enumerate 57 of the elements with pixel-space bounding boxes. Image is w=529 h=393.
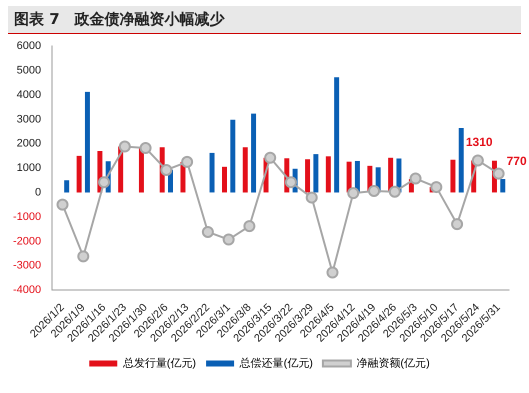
bar bbox=[222, 166, 227, 192]
point bbox=[118, 140, 131, 153]
point bbox=[368, 184, 380, 197]
y-tick-label: -2000 bbox=[12, 235, 42, 248]
bar bbox=[313, 154, 318, 192]
bar bbox=[346, 162, 352, 192]
data-label: 1310 bbox=[466, 134, 493, 149]
bar bbox=[251, 114, 256, 192]
legend-label: 总偿还量(亿元) bbox=[238, 356, 313, 370]
point bbox=[451, 218, 464, 230]
y-tick-label: 0 bbox=[35, 186, 42, 198]
bar bbox=[500, 179, 506, 192]
bar bbox=[458, 128, 464, 192]
bar bbox=[242, 147, 248, 192]
y-tick-label: 1000 bbox=[16, 162, 42, 174]
bar bbox=[210, 152, 215, 192]
bar bbox=[84, 92, 90, 192]
bar bbox=[230, 120, 236, 192]
y-tick-label: 6000 bbox=[16, 40, 42, 52]
y-tick-label: 2000 bbox=[16, 138, 42, 150]
point bbox=[492, 168, 505, 180]
point bbox=[77, 250, 90, 262]
point bbox=[472, 154, 484, 166]
bar bbox=[64, 180, 70, 192]
bar bbox=[138, 148, 144, 192]
chart-title: 图表 7 政金债净融资小幅减少 bbox=[8, 6, 521, 34]
point bbox=[56, 198, 69, 211]
bar bbox=[76, 156, 82, 192]
point bbox=[160, 164, 172, 176]
point bbox=[202, 226, 214, 238]
data-label: 770 bbox=[506, 154, 527, 168]
y-tick-label: 3000 bbox=[16, 113, 42, 126]
point bbox=[410, 172, 422, 185]
point bbox=[264, 152, 276, 164]
point bbox=[430, 181, 442, 194]
legend-label: 总发行量(亿元) bbox=[122, 356, 196, 370]
point bbox=[388, 186, 401, 198]
y-tick-label: -4000 bbox=[12, 284, 42, 296]
y-tick-label: 5000 bbox=[16, 64, 42, 76]
point bbox=[98, 176, 110, 188]
bar bbox=[326, 156, 331, 192]
legend-label: 净融资额(亿元) bbox=[356, 356, 430, 370]
point bbox=[284, 176, 297, 188]
bar bbox=[450, 160, 456, 192]
point bbox=[222, 234, 235, 246]
point bbox=[140, 142, 152, 154]
bar bbox=[334, 77, 340, 192]
point bbox=[243, 220, 256, 232]
y-tick-label: -3000 bbox=[12, 260, 42, 272]
bar bbox=[354, 160, 360, 192]
y-tick-label: 4000 bbox=[16, 88, 42, 101]
point bbox=[326, 266, 338, 278]
point bbox=[306, 192, 318, 204]
point bbox=[347, 187, 360, 200]
y-tick-label: -1000 bbox=[12, 210, 42, 223]
point bbox=[181, 156, 194, 168]
bar bbox=[305, 159, 310, 192]
